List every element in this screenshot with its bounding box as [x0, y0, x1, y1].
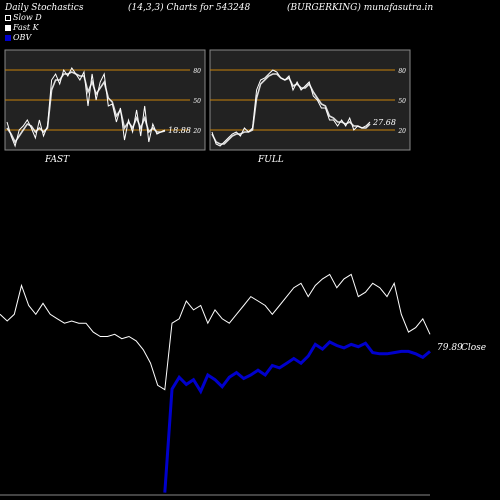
legend-slow-d: Slow D	[5, 13, 42, 22]
fast-last-value-label: 18.88	[168, 126, 191, 135]
full-series-1-line	[211, 73, 371, 145]
full-level-50-label: 50	[398, 98, 406, 105]
legend-obv-swatch	[5, 35, 11, 41]
close-last-value-label: 79.89	[437, 343, 463, 353]
fast-panel-title: FAST	[44, 155, 70, 165]
legend-fast-k: Fast K	[5, 23, 39, 32]
close-suffix-label: Close	[461, 343, 486, 353]
fast-stochastic-panel: 20 50 80 18.88 FAST	[4, 49, 206, 165]
legend-slow-d-swatch	[5, 15, 11, 21]
full-last-value-label: 27.68	[372, 118, 396, 127]
obv-line	[163, 340, 431, 493]
full-panel-title: FULL	[257, 155, 284, 165]
fast-level-80-label: 80	[193, 68, 201, 75]
chart-symbol: (BURGERKING) munafasutra.in	[287, 3, 434, 13]
legend-fast-k-label: Fast K	[13, 23, 39, 32]
legend-obv: OBV	[5, 33, 31, 42]
legend-obv-label: OBV	[13, 33, 32, 42]
close-price-line	[0, 273, 431, 391]
chart-title: Daily Stochastics	[5, 3, 84, 13]
full-level-20-label: 20	[397, 128, 406, 135]
fast-series-1-line	[6, 71, 166, 144]
chart-params: (14,3,3) Charts for 543248	[128, 3, 251, 13]
legend-fast-k-swatch	[5, 25, 11, 31]
fast-level-50-label: 50	[193, 98, 201, 105]
fast-level-20-label: 20	[192, 128, 201, 135]
full-stochastic-panel: 20 50 80 27.68 FULL	[209, 49, 411, 165]
full-level-80-label: 80	[398, 68, 406, 75]
legend-slow-d-label: Slow D	[13, 13, 42, 22]
